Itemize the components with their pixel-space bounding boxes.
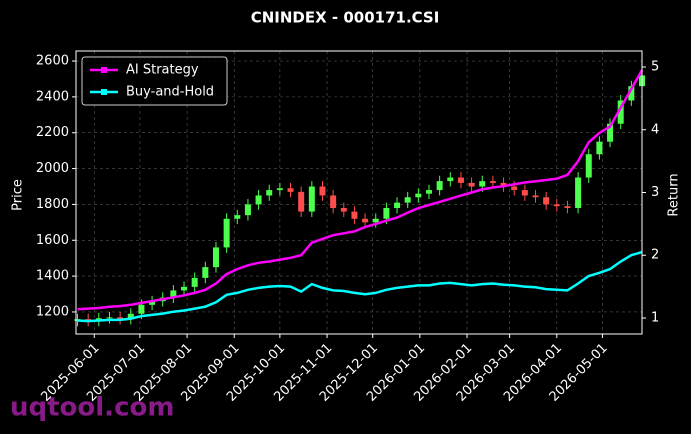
candle-body <box>585 154 592 178</box>
series-line <box>77 69 644 311</box>
y-tick-label: 1800 <box>36 197 69 212</box>
candle-body <box>543 197 550 205</box>
candle-body <box>191 277 198 287</box>
candle-body <box>553 204 560 207</box>
candle-body <box>521 190 528 196</box>
candle-body <box>511 186 518 191</box>
candle-body <box>394 202 401 209</box>
watermark: uqtool.com <box>10 393 174 423</box>
candle-body <box>628 86 635 101</box>
candle-body <box>266 190 273 196</box>
candle-body <box>532 195 539 198</box>
candle-body <box>468 182 475 187</box>
candle-body <box>617 100 624 124</box>
y-axis-label: Price <box>11 179 26 211</box>
y-tick-label: 2400 <box>36 89 69 104</box>
candle-body <box>244 204 251 216</box>
candle-body <box>106 317 113 319</box>
candle-body <box>362 218 369 223</box>
candle-body <box>298 191 305 212</box>
legend-marker <box>101 89 107 95</box>
y-tick-label: 2200 <box>36 125 69 140</box>
candle-body <box>425 190 432 194</box>
y-tick-label: 1200 <box>36 304 69 319</box>
candle-body <box>138 304 145 314</box>
candle-body <box>415 193 422 198</box>
candle-body <box>212 247 219 268</box>
candle-body <box>170 290 177 298</box>
candle-body <box>564 206 571 209</box>
candle-body <box>319 186 326 196</box>
candle-body <box>127 313 134 320</box>
y-tick-label: 2000 <box>36 161 69 176</box>
y-tick-label: 1600 <box>36 233 69 248</box>
candle-body <box>117 317 124 320</box>
candle-body <box>489 181 496 183</box>
y2-axis-label: Return <box>667 173 682 216</box>
candle-body <box>234 215 241 219</box>
candle-body <box>149 301 156 305</box>
candle-body <box>308 186 315 212</box>
candle-body <box>575 177 582 209</box>
y2-tick-label: 5 <box>651 60 659 75</box>
legend-label: AI Strategy <box>126 63 199 78</box>
candle-body <box>287 188 294 192</box>
candle-body <box>202 267 209 278</box>
chart-title: CNINDEX - 000171.CSI <box>251 9 440 27</box>
candle-body <box>436 181 443 191</box>
candle-body <box>447 177 454 182</box>
candle-body <box>404 197 411 203</box>
candle-body <box>340 208 347 212</box>
candle-body <box>479 181 486 187</box>
candle-body <box>223 218 230 248</box>
candle-body <box>330 195 337 209</box>
candle-body <box>457 177 464 183</box>
candle-body <box>276 188 283 191</box>
legend-box <box>81 56 228 106</box>
legend-marker <box>101 67 107 73</box>
y2-tick-label: 4 <box>651 122 659 137</box>
candle-body <box>351 211 358 219</box>
candle-body <box>372 218 379 223</box>
y-tick-label: 1400 <box>36 269 69 284</box>
candle-body <box>596 141 603 155</box>
y2-tick-label: 1 <box>651 310 659 325</box>
plot-frame <box>75 50 643 335</box>
candle-body <box>607 123 614 142</box>
y-tick-label: 2600 <box>36 54 69 69</box>
y2-tick-label: 3 <box>651 185 659 200</box>
y2-tick-label: 2 <box>651 248 659 263</box>
candle-body <box>255 195 262 205</box>
candle-body <box>181 286 188 291</box>
series-line <box>77 250 643 323</box>
candle-body <box>500 182 507 187</box>
legend-label: Buy-and-Hold <box>126 85 214 100</box>
candle-body <box>383 208 390 219</box>
candle-body <box>74 319 81 321</box>
